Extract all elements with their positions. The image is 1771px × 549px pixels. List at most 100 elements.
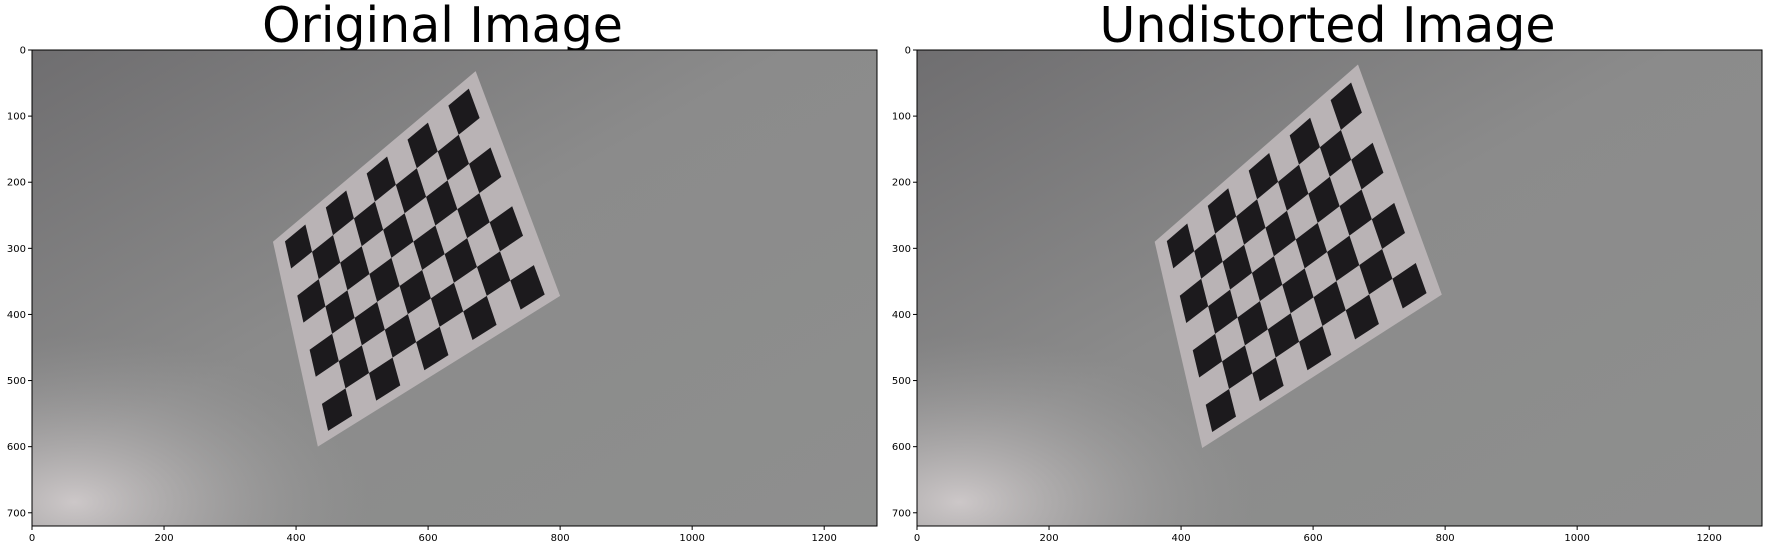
y-tick-label: 0 <box>20 46 26 57</box>
y-tick-label: 0 <box>905 46 911 57</box>
x-tick-label: 600 <box>419 533 438 544</box>
checker-square <box>309 333 339 377</box>
checker-square <box>437 134 470 181</box>
x-tick-label: 800 <box>551 533 570 544</box>
axes-frame <box>916 49 1763 527</box>
checker-square <box>1345 294 1379 340</box>
original-image-plot: 0 200 400 600 800 1000 1200 0 100 200 300 400 500 600… <box>7 46 878 544</box>
checker-square <box>383 213 414 258</box>
checker-square <box>1299 326 1332 371</box>
checker-square <box>1222 244 1252 290</box>
checker-square <box>1319 129 1352 177</box>
checker-square <box>1351 142 1384 190</box>
checker-square <box>1237 301 1268 346</box>
checker-square <box>384 314 417 358</box>
checker-square <box>1330 82 1362 130</box>
checker-square <box>1179 278 1209 323</box>
checker-square <box>1359 249 1393 295</box>
checker-square <box>469 147 502 194</box>
checker-square <box>369 257 400 302</box>
x-tick-label: 200 <box>1039 533 1058 544</box>
y-tick-label: 500 <box>892 376 911 387</box>
x-tick-label: 800 <box>1436 533 1455 544</box>
checker-square <box>1252 357 1284 402</box>
x-tick-label: 1200 <box>1696 533 1721 544</box>
checker-square <box>1392 263 1427 309</box>
x-tick-label: 0 <box>914 533 920 544</box>
checker-square <box>1339 189 1372 236</box>
x-tick-label: 400 <box>287 533 306 544</box>
y-tick-label: 400 <box>7 310 26 321</box>
checker-square <box>1205 389 1237 433</box>
checker-square <box>1295 222 1328 269</box>
checker-square <box>476 251 511 296</box>
right-panel: Undistorted Image 0 200 400 600 800 1000 1200 0… <box>885 0 1770 549</box>
checker-square <box>325 290 355 334</box>
checker-square <box>1236 199 1266 245</box>
checker-square <box>1313 281 1346 327</box>
checker-square <box>416 326 449 371</box>
checker-square <box>369 357 401 401</box>
y-tick-label: 100 <box>7 112 26 123</box>
checker-square <box>489 206 524 252</box>
y-tick-label: 400 <box>892 310 911 321</box>
checker-square <box>1289 117 1320 165</box>
checker-square <box>457 193 490 239</box>
panel-title-original: Original Image <box>262 0 623 54</box>
checker-square <box>312 235 341 280</box>
checker-square <box>463 295 497 340</box>
checker-square <box>413 225 445 271</box>
undistorted-image-plot: 0 200 400 600 800 1000 1200 0 100 200 300 400 500 600… <box>892 46 1763 544</box>
checker-square <box>1282 268 1314 314</box>
checker-square <box>426 180 458 226</box>
checker-square <box>510 265 545 310</box>
checker-square <box>1278 164 1309 211</box>
checker-square <box>366 156 396 202</box>
checker-square <box>399 270 431 315</box>
checker-square <box>1265 210 1296 257</box>
checker-square <box>325 190 354 236</box>
checker-square <box>444 238 477 283</box>
y-tick-label: 600 <box>892 442 911 453</box>
checker-square <box>1267 313 1300 358</box>
axes-frame <box>31 49 878 527</box>
y-tick-label: 600 <box>7 442 26 453</box>
checker-square <box>338 345 370 389</box>
checker-square <box>340 246 370 291</box>
x-tick-label: 600 <box>1304 533 1323 544</box>
y-tick-label: 100 <box>892 112 911 123</box>
checkerboard-squares <box>284 88 545 431</box>
checker-square <box>448 88 480 135</box>
x-tick-label: 1200 <box>811 533 836 544</box>
checker-square <box>1327 235 1360 282</box>
checker-square <box>407 122 438 169</box>
checker-square <box>1371 202 1406 250</box>
checker-square <box>297 279 326 323</box>
checker-square <box>1248 153 1279 200</box>
checker-square <box>1208 289 1238 334</box>
checker-square <box>1194 233 1223 279</box>
y-tick-label: 300 <box>7 244 26 255</box>
checker-square <box>1251 256 1283 302</box>
checker-square <box>1166 223 1195 269</box>
panel-title-undistorted: Undistorted Image <box>1099 0 1556 54</box>
y-tick-label: 200 <box>892 178 911 189</box>
x-tick-label: 200 <box>154 533 173 544</box>
y-tick-label: 700 <box>7 508 26 519</box>
checker-square <box>1222 345 1253 390</box>
x-tick-label: 400 <box>1172 533 1191 544</box>
x-tick-label: 1000 <box>679 533 704 544</box>
x-tick-label: 0 <box>29 533 35 544</box>
left-panel: Original Image 0 200 400 600 800 1000 1200 0 100… <box>0 0 885 549</box>
checker-square <box>395 168 427 214</box>
y-tick-label: 500 <box>7 376 26 387</box>
x-tick-label: 1000 <box>1564 533 1589 544</box>
checker-square <box>354 301 385 346</box>
y-tick-label: 200 <box>7 178 26 189</box>
checker-square <box>430 282 464 327</box>
checker-square <box>284 224 313 269</box>
checker-square <box>353 201 384 247</box>
checker-square <box>1192 333 1223 378</box>
checker-square <box>321 388 353 431</box>
checkerboard-squares <box>1166 82 1427 433</box>
